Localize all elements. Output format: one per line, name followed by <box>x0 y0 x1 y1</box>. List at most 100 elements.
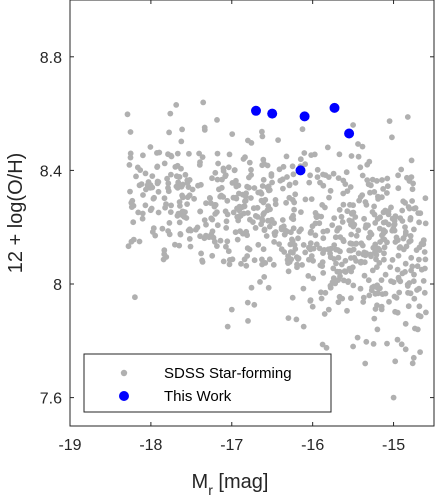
sdss-point <box>244 245 251 252</box>
sdss-point <box>230 209 237 216</box>
sdss-point <box>350 282 357 289</box>
sdss-point <box>160 256 167 263</box>
legend-label-this-work: This Work <box>164 388 232 405</box>
sdss-point <box>132 294 138 301</box>
sdss-point <box>378 277 385 283</box>
sdss-point <box>124 111 131 118</box>
sdss-point <box>335 299 342 306</box>
sdss-point <box>415 210 422 217</box>
sdss-point <box>312 232 319 239</box>
sdss-point <box>225 164 232 171</box>
sdss-point <box>392 239 399 245</box>
sdss-point <box>369 267 376 274</box>
sdss-point <box>199 154 206 161</box>
sdss-point <box>374 326 381 333</box>
sdss-point <box>410 354 417 361</box>
x-tick-label: -17 <box>220 437 243 454</box>
sdss-point <box>408 267 414 274</box>
sdss-point <box>394 336 401 343</box>
sdss-point <box>399 207 406 214</box>
sdss-point <box>292 191 299 198</box>
sdss-point <box>130 236 137 243</box>
sdss-point <box>350 202 356 209</box>
sdss-point <box>300 242 307 248</box>
sdss-point <box>375 196 381 202</box>
sdss-point <box>259 261 265 268</box>
sdss-point <box>181 213 188 220</box>
sdss-point <box>269 179 275 186</box>
sdss-point <box>234 236 241 243</box>
sdss-point <box>409 198 415 204</box>
sdss-point <box>421 289 428 296</box>
sdss-point <box>299 262 305 268</box>
sdss-point <box>389 215 396 222</box>
sdss-point <box>248 166 254 173</box>
sdss-point <box>207 200 214 207</box>
sdss-point <box>316 220 323 227</box>
sdss-point <box>300 285 307 292</box>
sdss-point <box>361 272 368 279</box>
sdss-point <box>233 183 240 190</box>
sdss-point <box>308 253 315 259</box>
sdss-point <box>398 166 405 173</box>
sdss-point <box>397 215 404 222</box>
sdss-point <box>396 289 403 296</box>
sdss-point <box>214 243 220 250</box>
sdss-point <box>226 151 233 158</box>
sdss-point <box>257 189 264 196</box>
sdss-point <box>224 323 231 330</box>
sdss-point <box>283 153 290 160</box>
sdss-point <box>404 281 411 288</box>
y-tick-label: 8.4 <box>40 163 62 180</box>
sdss-point <box>368 253 374 260</box>
sdss-point <box>295 255 302 262</box>
sdss-point <box>404 174 410 181</box>
this-work-point <box>344 128 355 139</box>
sdss-point <box>260 156 267 163</box>
sdss-point <box>209 252 216 259</box>
sdss-point <box>194 224 201 231</box>
sdss-point <box>168 153 175 160</box>
sdss-point <box>410 180 416 187</box>
sdss-point <box>420 241 427 248</box>
sdss-point <box>228 306 235 313</box>
sdss-point <box>408 174 415 181</box>
sdss-point <box>245 318 251 324</box>
sdss-point <box>266 256 273 263</box>
sdss-point <box>248 140 255 146</box>
sdss-point <box>416 303 423 310</box>
x-axis-ticks: -19 -18 -17 -16 -15 <box>58 0 405 454</box>
sdss-point <box>359 143 366 150</box>
sdss-point <box>223 225 230 231</box>
sdss-point <box>238 260 244 267</box>
sdss-point <box>251 301 258 308</box>
legend-label-sdss: SDSS Star-forming <box>164 365 292 382</box>
sdss-point <box>186 150 192 157</box>
sdss-point <box>353 240 360 247</box>
sdss-point <box>340 190 347 197</box>
sdss-point <box>374 302 380 309</box>
sdss-point <box>134 164 141 171</box>
sdss-point <box>245 210 251 216</box>
sdss-point <box>251 185 258 191</box>
sdss-point <box>365 181 372 188</box>
sdss-point <box>140 192 146 198</box>
sdss-point <box>248 284 255 291</box>
sdss-point <box>350 122 356 128</box>
sdss-point <box>348 255 354 261</box>
sdss-point <box>393 234 400 241</box>
sdss-point <box>138 181 145 188</box>
sdss-point <box>348 231 355 238</box>
sdss-point <box>405 303 412 310</box>
sdss-point <box>214 222 221 229</box>
sdss-point <box>149 184 156 191</box>
sdss-point <box>406 238 413 245</box>
sdss-point <box>380 230 387 237</box>
sdss-point <box>350 246 357 253</box>
sdss-point <box>167 209 174 216</box>
sdss-point <box>133 173 139 180</box>
sdss-point <box>296 228 303 235</box>
sdss-point <box>305 273 312 279</box>
sdss-point <box>139 215 146 222</box>
sdss-point <box>389 227 396 234</box>
